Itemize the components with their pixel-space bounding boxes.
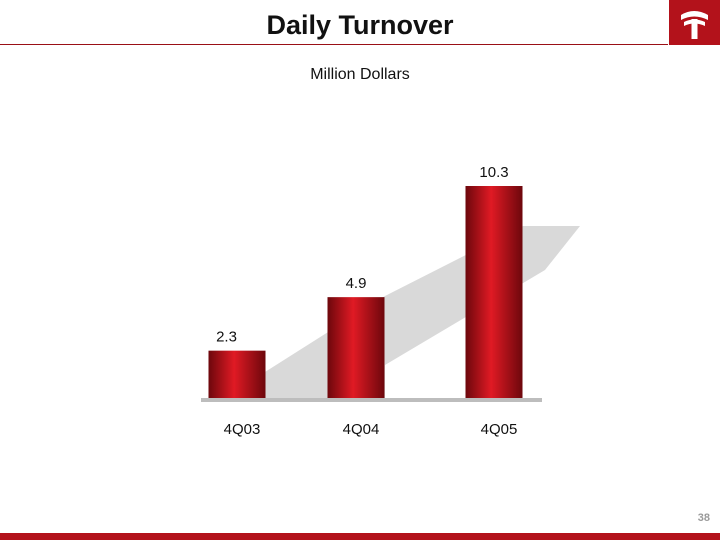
value-label-4Q03: 2.3 bbox=[216, 329, 237, 346]
y-axis-label: Million Dollars bbox=[310, 66, 410, 83]
bar-4Q05 bbox=[465, 186, 523, 398]
value-label-4Q05: 10.3 bbox=[479, 164, 508, 181]
category-label-4Q04: 4Q04 bbox=[343, 421, 380, 438]
bar-4Q03 bbox=[208, 350, 266, 398]
category-label-4Q05: 4Q05 bbox=[481, 421, 518, 438]
header-divider bbox=[0, 44, 668, 45]
trend-band bbox=[265, 226, 580, 400]
value-label-4Q04: 4.9 bbox=[346, 275, 367, 292]
footer-bar bbox=[0, 533, 720, 540]
page-number: 38 bbox=[697, 512, 710, 524]
x-axis-baseline bbox=[201, 398, 542, 402]
category-label-4Q03: 4Q03 bbox=[224, 421, 261, 438]
bank-logo-icon bbox=[669, 0, 720, 45]
bar-4Q04 bbox=[327, 297, 385, 398]
page-title: Daily Turnover bbox=[266, 10, 454, 40]
